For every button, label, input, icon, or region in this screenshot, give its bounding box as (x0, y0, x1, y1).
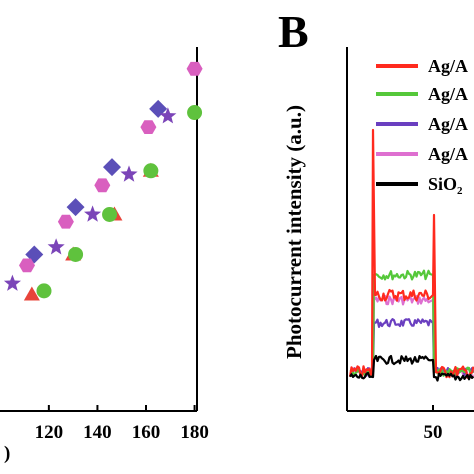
legend-label-text: SiO (428, 174, 457, 194)
legend-label-text: Ag/A (428, 144, 468, 164)
legend-label-series-5: SiO2 (428, 174, 463, 197)
panel-a-point-star (3, 274, 22, 291)
panel-a-point-triangle (23, 286, 40, 301)
legend-label-subscript: 2 (457, 185, 463, 197)
panel-a-x-tick-label: 120 (35, 422, 64, 443)
panel-a-x-tick-label: 140 (83, 422, 112, 443)
panel-a-ticks: 120 140 160 180 (35, 405, 209, 443)
legend-label-series-2: Ag/A (428, 84, 468, 104)
legend-label-text: Ag/A (428, 56, 468, 76)
panel-a-point-diamond (25, 245, 44, 264)
panel-a-point-hexagon (186, 61, 203, 76)
panel-b-trace-series-5 (349, 354, 474, 382)
panel-a-point-star (84, 205, 102, 222)
panel-a-point-circle (187, 105, 203, 121)
panel-a-point-circle (68, 246, 84, 262)
panel-a-point-star (47, 238, 65, 255)
legend-label-text: Ag/A (428, 84, 468, 104)
panel-a-markers (3, 61, 203, 301)
panel-b-ticks: 50 (424, 405, 443, 443)
panel-a-point-hexagon (57, 214, 74, 229)
panel-a-x-tick-label: 160 (132, 422, 161, 443)
panel-b: B Photocurrent intensity (a.u.) 50 Ag/AA… (278, 6, 474, 443)
panel-letter-b: B (278, 6, 309, 57)
legend-label-series-3: Ag/A (428, 114, 468, 134)
panel-b-x-tick-label: 50 (424, 422, 443, 443)
panel-a-point-hexagon (140, 120, 157, 134)
panel-b-trace-series-1 (348, 128, 474, 379)
panel-a-point-star (120, 165, 138, 182)
panel-a-x-axis-label: ) (4, 443, 10, 464)
legend-label-series-1: Ag/A (428, 56, 468, 76)
panel-a-point-circle (143, 163, 159, 179)
panel-b-legend: Ag/A Ag/A Ag/A Ag/A SiO2 (376, 56, 468, 197)
panel-a-point-circle (36, 283, 52, 299)
legend-label-text: Ag/A (428, 114, 468, 134)
panel-a-point-star (159, 107, 177, 124)
panel-a-point-circle (102, 206, 118, 222)
panel-a-point-hexagon (19, 258, 35, 273)
panel-a-x-tick-label: 180 (180, 422, 209, 443)
legend-label-series-4: Ag/A (428, 144, 468, 164)
panel-b-traces (348, 128, 474, 382)
panel-a: 120 140 160 180 ) (0, 47, 209, 464)
panel-a-point-diamond (66, 198, 85, 217)
panel-a-point-diamond (103, 158, 121, 177)
panel-b-y-axis-label: Photocurrent intensity (a.u.) (282, 105, 306, 359)
panel-a-point-hexagon (94, 178, 111, 193)
